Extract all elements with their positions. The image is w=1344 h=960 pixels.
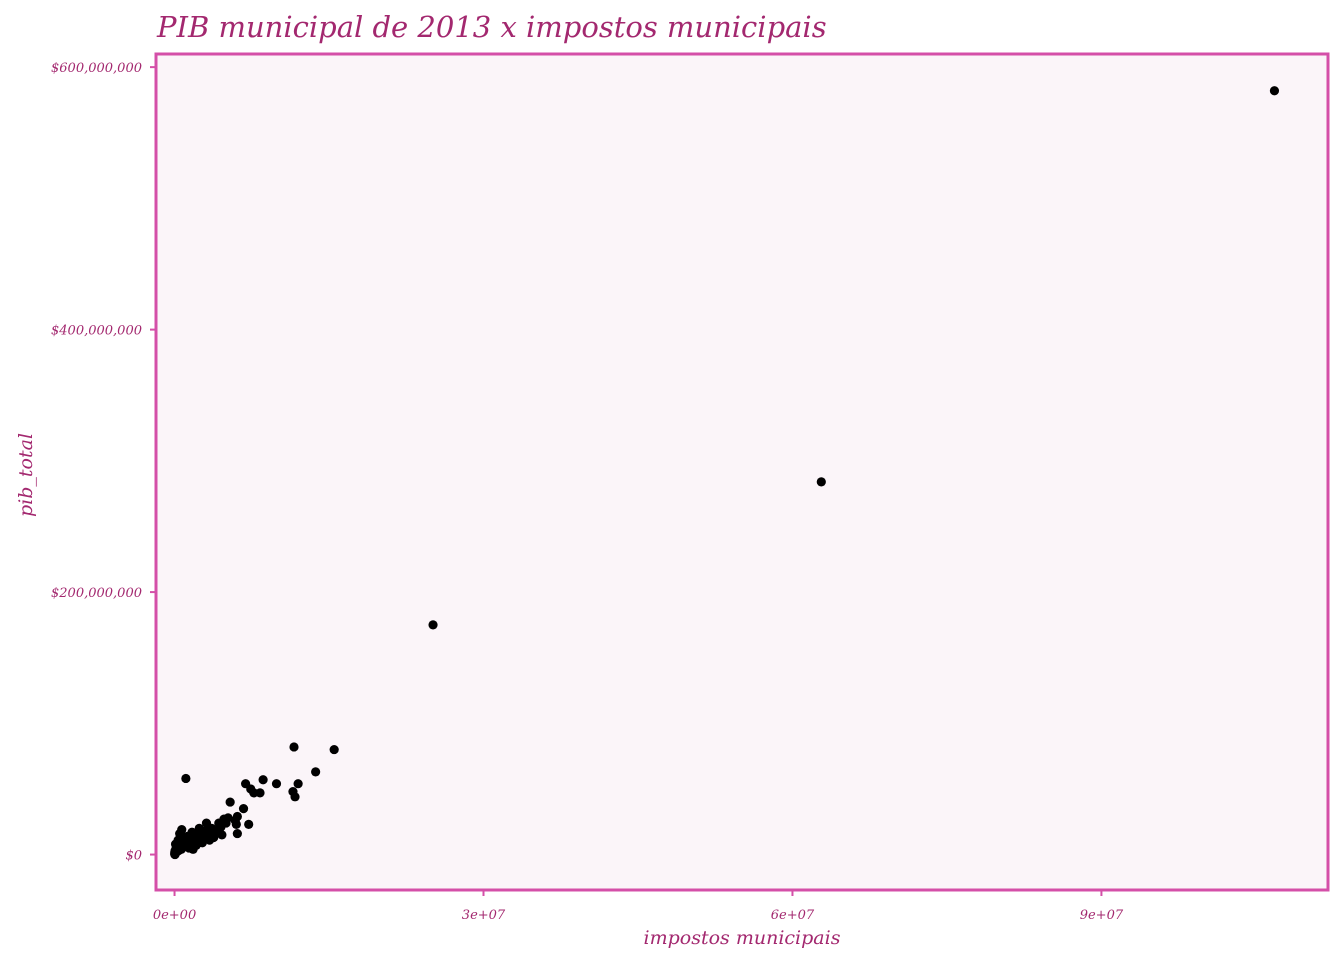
data-point	[214, 818, 224, 828]
data-point	[289, 742, 299, 752]
data-point	[293, 779, 303, 789]
x-axis-label: impostos municipais	[644, 927, 841, 949]
chart-title: PIB municipal de 2013 x impostos municip…	[156, 10, 827, 44]
x-tick-label: 3e+07	[462, 908, 506, 923]
data-point	[201, 818, 212, 828]
data-points	[170, 86, 1280, 860]
data-point	[329, 744, 339, 755]
y-axis-label: pib_total	[15, 433, 37, 517]
y-axis: $0 $200,000,000 $400,000,000 $600,000,000	[51, 61, 156, 864]
plot-panel	[154, 52, 1330, 892]
x-axis: 0e+00 3e+07 6e+07 9e+07	[153, 890, 1124, 923]
data-point	[816, 477, 826, 487]
data-point	[194, 823, 204, 833]
y-tick-label: $400,000,000	[51, 324, 142, 339]
data-point	[181, 773, 191, 784]
data-point	[170, 849, 180, 859]
data-point	[311, 767, 321, 777]
data-point	[238, 804, 249, 814]
data-point	[1269, 86, 1280, 96]
x-tick-label: 9e+07	[1080, 908, 1124, 923]
y-tick-label: $200,000,000	[51, 586, 142, 601]
data-point	[240, 779, 251, 789]
data-point	[232, 828, 242, 839]
data-point	[428, 620, 438, 630]
data-point	[271, 779, 282, 789]
y-tick-label: $0	[125, 849, 142, 864]
data-point	[258, 775, 268, 785]
x-tick-label: 6e+07	[771, 908, 815, 923]
x-tick-label: 0e+00	[153, 908, 196, 923]
data-point	[170, 839, 181, 849]
data-point	[225, 797, 235, 807]
y-tick-label: $600,000,000	[51, 61, 142, 76]
data-point	[231, 819, 241, 829]
data-point	[290, 792, 300, 802]
data-point	[244, 819, 254, 829]
